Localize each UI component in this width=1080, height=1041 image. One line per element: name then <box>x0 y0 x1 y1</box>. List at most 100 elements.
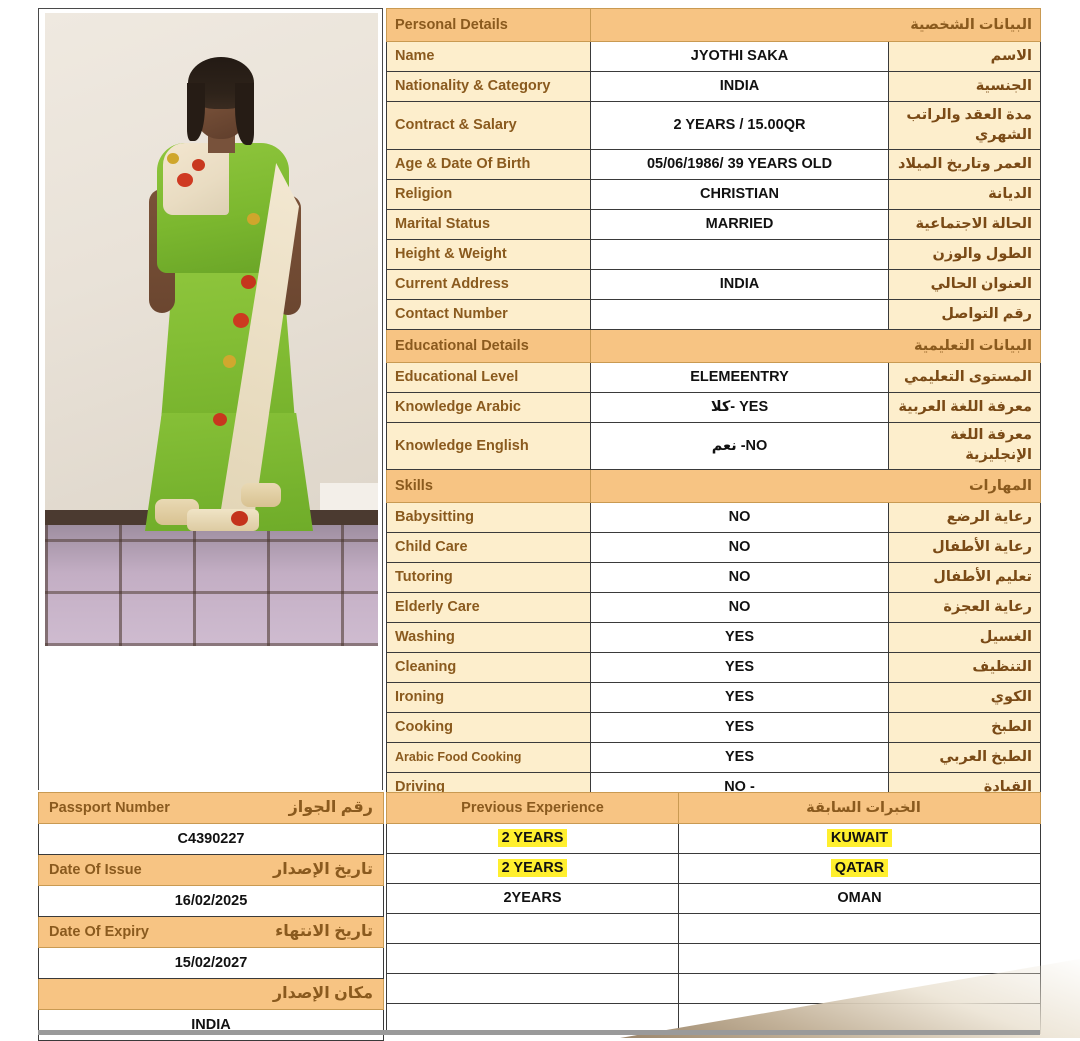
label-cleaning: Cleaning <box>386 652 591 683</box>
educational-header-en: Educational Details <box>386 329 591 363</box>
experience-country-7[interactable] <box>678 1003 1041 1034</box>
experience-duration-4[interactable] <box>386 913 679 944</box>
label-ironing-ar: الكوي <box>888 682 1041 713</box>
photo-hair-right <box>235 83 254 145</box>
label-tutoring-ar: تعليم الأطفال <box>888 562 1041 593</box>
table-row: 2YEARS OMAN <box>386 883 1041 914</box>
date-of-expiry-label-ar: تاريخ الانتهاء <box>275 922 373 940</box>
label-educational-level: Educational Level <box>386 362 591 393</box>
date-of-issue-label-ar: تاريخ الإصدار <box>272 860 373 878</box>
experience-country-1[interactable]: KUWAIT <box>678 823 1041 854</box>
table-row: Cooking YES الطبخ <box>386 712 1041 743</box>
label-ironing: Ironing <box>386 682 591 713</box>
value-ironing[interactable]: YES <box>590 682 889 713</box>
table-row: Date Of Issue تاريخ الإصدار <box>38 854 384 886</box>
value-current-address[interactable]: INDIA <box>590 269 889 300</box>
experience-duration-5[interactable] <box>386 943 679 974</box>
label-arabic-food-cooking: Arabic Food Cooking <box>386 742 591 773</box>
experience-duration-3[interactable]: 2YEARS <box>386 883 679 914</box>
table-row: Marital Status MARRIED الحالة الاجتماعية <box>386 209 1041 240</box>
experience-duration-1-text: 2 YEARS <box>497 829 568 848</box>
photo-pallu-floral-2 <box>241 275 256 289</box>
label-child-care: Child Care <box>386 532 591 563</box>
photo-hem-right <box>241 483 281 507</box>
label-contact-number: Contact Number <box>386 299 591 330</box>
value-cleaning[interactable]: YES <box>590 652 889 683</box>
value-knowledge-arabic[interactable]: كلا- YES <box>590 392 889 423</box>
label-knowledge-arabic: Knowledge Arabic <box>386 392 591 423</box>
label-nationality-ar: الجنسية <box>888 71 1041 102</box>
label-washing-ar: الغسيل <box>888 622 1041 653</box>
table-row: Knowledge Arabic كلا- YES معرفة اللغة ال… <box>386 392 1041 423</box>
value-height-weight[interactable] <box>590 239 889 270</box>
table-row: Date Of Expiry تاريخ الانتهاء <box>38 916 384 948</box>
date-of-expiry-value[interactable]: 15/02/2027 <box>38 947 384 979</box>
label-contract: Contract & Salary <box>386 101 591 150</box>
value-knowledge-english[interactable]: نعم -NO <box>590 422 889 470</box>
table-row: Cleaning YES التنظيف <box>386 652 1041 683</box>
label-cooking-ar: الطبخ <box>888 712 1041 743</box>
photo-blouse-floral-3 <box>192 159 205 171</box>
experience-country-6[interactable] <box>678 973 1041 1004</box>
experience-duration-7[interactable] <box>386 1003 679 1034</box>
label-knowledge-arabic-ar: معرفة اللغة العربية <box>888 392 1041 423</box>
value-cooking[interactable]: YES <box>590 712 889 743</box>
value-marital[interactable]: MARRIED <box>590 209 889 240</box>
label-religion: Religion <box>386 179 591 210</box>
value-name[interactable]: JYOTHI SAKA <box>590 41 889 72</box>
table-row: 16/02/2025 <box>38 885 384 917</box>
table-row: Passport Number رقم الجواز <box>38 792 384 824</box>
label-knowledge-english: Knowledge English <box>386 422 591 470</box>
label-tutoring: Tutoring <box>386 562 591 593</box>
value-tutoring[interactable]: NO <box>590 562 889 593</box>
experience-country-4[interactable] <box>678 913 1041 944</box>
table-row: Current Address INDIA العنوان الحالي <box>386 269 1041 300</box>
section-header-educational: Educational Details البيانات التعليمية <box>386 329 1041 363</box>
value-babysitting[interactable]: NO <box>590 502 889 533</box>
photo-pallu-floral-5 <box>213 413 227 426</box>
experience-country-2[interactable]: QATAR <box>678 853 1041 884</box>
label-elderly-care-ar: رعاية العجزة <box>888 592 1041 623</box>
table-row: Nationality & Category INDIA الجنسية <box>386 71 1041 102</box>
table-row: Tutoring NO تعليم الأطفال <box>386 562 1041 593</box>
value-elderly-care[interactable]: NO <box>590 592 889 623</box>
label-cleaning-ar: التنظيف <box>888 652 1041 683</box>
page-bottom-edge <box>38 1030 1040 1035</box>
value-nationality[interactable]: INDIA <box>590 71 889 102</box>
experience-duration-2[interactable]: 2 YEARS <box>386 853 679 884</box>
label-knowledge-english-ar: معرفة اللغة الإنجليزية <box>888 422 1041 470</box>
value-contract[interactable]: 2 YEARS / 15.00QR <box>590 101 889 150</box>
value-contact-number[interactable] <box>590 299 889 330</box>
experience-header-en: Previous Experience <box>386 792 679 824</box>
passport-number-value[interactable]: C4390227 <box>38 823 384 855</box>
label-height-weight-ar: الطول والوزن <box>888 239 1041 270</box>
place-of-issue-label-ar: مكان الإصدار <box>272 984 373 1002</box>
experience-country-5[interactable] <box>678 943 1041 974</box>
date-of-issue-header: Date Of Issue تاريخ الإصدار <box>38 854 384 886</box>
label-educational-level-ar: المستوى التعليمي <box>888 362 1041 393</box>
label-washing: Washing <box>386 622 591 653</box>
value-arabic-food-cooking[interactable]: YES <box>590 742 889 773</box>
details-table: Personal Details البيانات الشخصية Name J… <box>386 8 1041 803</box>
experience-duration-6[interactable] <box>386 973 679 1004</box>
experience-duration-1[interactable]: 2 YEARS <box>386 823 679 854</box>
table-row: Age & Date Of Birth 05/06/1986/ 39 YEARS… <box>386 149 1041 180</box>
table-row <box>386 973 1041 1004</box>
value-washing[interactable]: YES <box>590 622 889 653</box>
place-of-issue-value[interactable]: INDIA <box>38 1009 384 1041</box>
section-header-experience: Previous Experience الخبرات السابقة <box>386 792 1041 824</box>
photo-hem-center <box>187 509 259 531</box>
value-educational-level[interactable]: ELEMEENTRY <box>590 362 889 393</box>
passport-number-header: Passport Number رقم الجواز <box>38 792 384 824</box>
value-religion[interactable]: CHRISTIAN <box>590 179 889 210</box>
date-of-issue-label-en: Date Of Issue <box>49 861 142 878</box>
label-nationality: Nationality & Category <box>386 71 591 102</box>
experience-country-3[interactable]: OMAN <box>678 883 1041 914</box>
value-age-dob[interactable]: 05/06/1986/ 39 YEARS OLD <box>590 149 889 180</box>
table-row: Babysitting NO رعاية الرضع <box>386 502 1041 533</box>
value-child-care[interactable]: NO <box>590 532 889 563</box>
label-contract-ar: مدة العقد والراتب الشهري <box>888 101 1041 150</box>
date-of-issue-value[interactable]: 16/02/2025 <box>38 885 384 917</box>
table-row: مكان الإصدار <box>38 978 384 1010</box>
photo-pallu-floral-4 <box>223 355 236 368</box>
